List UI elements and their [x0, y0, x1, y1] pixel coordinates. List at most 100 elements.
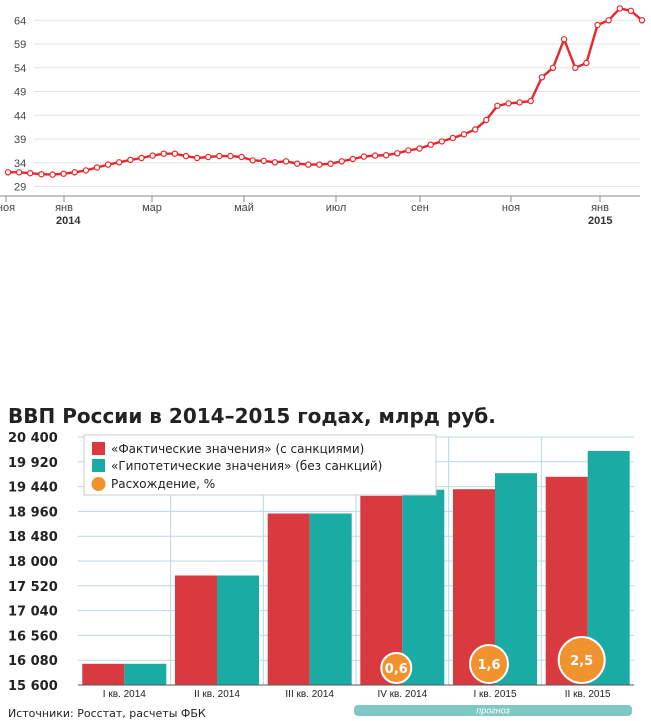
data-point	[182, 152, 190, 160]
category-label: III кв. 2014	[285, 689, 334, 700]
y-tick-label: 20 400	[8, 431, 58, 446]
data-point	[516, 99, 523, 106]
data-point	[316, 161, 323, 168]
data-point	[483, 116, 490, 124]
forecast-label: прогноз	[476, 706, 509, 716]
y-tick-label: 17 520	[8, 580, 58, 595]
data-point	[438, 138, 445, 145]
y-tick-label: 15 600	[8, 679, 58, 694]
data-point	[160, 150, 167, 157]
data-point	[594, 21, 601, 29]
data-point	[49, 171, 56, 178]
data-point	[227, 152, 234, 160]
bar-actual	[175, 575, 217, 685]
x-tick-label: июл	[326, 202, 347, 214]
data-point	[82, 167, 90, 174]
data-point	[127, 156, 134, 164]
data-point	[460, 131, 468, 138]
x-tick-label: мар	[142, 202, 162, 214]
legend-box	[83, 434, 437, 496]
category-labels: I кв. 2014 II кв. 2014 III кв. 2014 IV кв. …	[103, 689, 611, 700]
data-point	[427, 141, 434, 148]
divergence-bubbles: 0,6 1,6 2,5	[380, 636, 606, 684]
data-point	[305, 161, 312, 168]
data-point	[71, 169, 78, 176]
data-point	[327, 160, 334, 167]
data-point	[193, 154, 201, 162]
data-point	[449, 134, 457, 142]
y-tick-label: 18 000	[8, 555, 58, 570]
data-point	[538, 74, 546, 81]
forecast-band	[354, 705, 632, 716]
data-point	[560, 36, 568, 43]
divergence-bubble	[380, 652, 413, 684]
data-point	[405, 147, 412, 154]
category-label: II кв. 2015	[565, 689, 611, 700]
data-point	[383, 151, 390, 159]
y-axis-ticks: 29 34 39 44 49 54 59 64	[14, 15, 26, 193]
exchange-rate-line-chart: 29 34 39 44 49 54 59 64 ноя янв мар май июл сен ноя ян…	[0, 5, 646, 227]
data-point	[494, 102, 501, 110]
legend-swatch-actual	[92, 442, 105, 455]
data-point	[627, 7, 635, 15]
bar-hypothetical	[309, 513, 352, 685]
chart-title: ВВП России в 2014–2015 годах, млрд руб.	[8, 404, 496, 428]
bar-hypothetical	[217, 575, 259, 685]
data-point	[249, 157, 256, 164]
bars	[82, 451, 630, 685]
data-point	[60, 170, 67, 177]
y-tick-label: 59	[14, 39, 26, 51]
data-point	[360, 153, 368, 160]
y-tick-label: 44	[14, 110, 26, 122]
y-axis-ticks: 20 400 19 920 19 440 18 960 18 480 18 000 17 5…	[8, 431, 58, 694]
y-tick-label: 18 480	[8, 530, 58, 545]
data-point	[271, 159, 279, 166]
y-tick-label: 16 560	[8, 629, 58, 644]
data-point	[416, 145, 423, 152]
data-point	[4, 169, 12, 176]
data-point	[149, 152, 156, 159]
x-axis-ticks: ноя янв мар май июл сен ноя янв	[0, 196, 609, 214]
y-tick-label: 29	[14, 182, 26, 194]
divergence-bubble	[557, 636, 606, 684]
data-point	[93, 164, 101, 171]
data-point	[27, 169, 34, 177]
bar-hypothetical	[124, 663, 167, 685]
legend-label-hypothetical: «Гипотетические значения» (без санкций)	[111, 459, 382, 473]
data-point	[260, 157, 267, 165]
divergence-value: 1,6	[477, 658, 500, 673]
x-tick-label: ноя	[0, 202, 15, 214]
data-point	[583, 59, 590, 67]
category-label: I кв. 2015	[473, 689, 516, 700]
y-tick-label: 16 080	[8, 654, 58, 669]
year-label-2015: 2015	[588, 215, 612, 227]
y-tick-label: 18 960	[8, 505, 58, 520]
legend-swatch-hypothetical	[92, 459, 105, 472]
legend-label-divergence: Расхождение, %	[111, 477, 215, 491]
data-point	[216, 152, 223, 160]
x-tick-label: май	[234, 202, 254, 214]
gdp-bar-chart: ВВП России в 2014–2015 годах, млрд руб. …	[8, 404, 634, 720]
y-tick-label: 39	[14, 134, 26, 146]
y-tick-label: 54	[14, 63, 26, 75]
bar-actual	[82, 663, 125, 685]
data-point	[616, 5, 624, 12]
legend-label-actual: «Фактические значения» (с санкциями)	[111, 442, 364, 456]
x-tick-label: ноя	[502, 202, 520, 214]
data-point	[338, 158, 345, 165]
divergence-value: 0,6	[385, 662, 408, 677]
data-point	[605, 17, 612, 24]
y-tick-label: 19 440	[8, 481, 58, 496]
data-point	[171, 150, 178, 157]
data-point	[549, 64, 557, 72]
data-point	[204, 153, 212, 161]
source-note: Источники: Росстат, расчеты ФБК	[8, 707, 206, 720]
legend-swatch-divergence	[91, 477, 106, 491]
data-point	[294, 160, 301, 167]
data-point	[115, 159, 123, 166]
data-point	[572, 64, 579, 72]
series-points	[4, 5, 646, 178]
y-tick-label: 17 040	[8, 605, 58, 620]
y-tick-label: 34	[14, 158, 26, 170]
series-line	[8, 7, 643, 176]
